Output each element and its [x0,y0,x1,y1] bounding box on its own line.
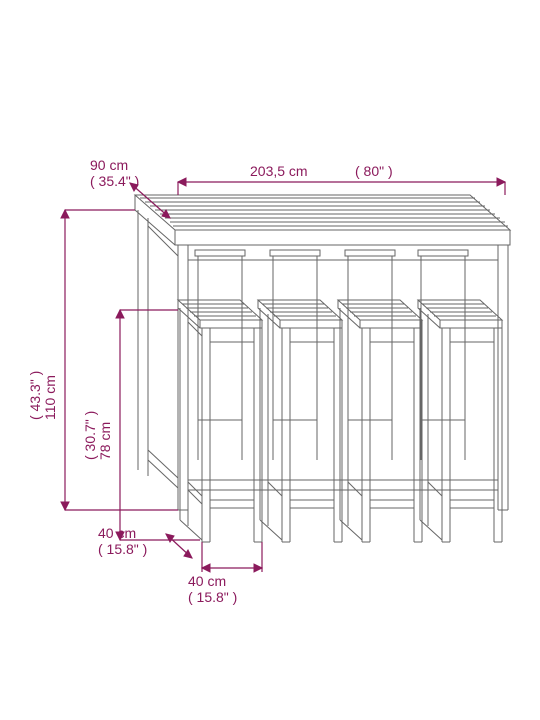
dim-stool-height-in: ( 30.7" ) [82,411,98,460]
dim-table-height-cm: 110 cm [42,375,58,420]
dim-stool-depth: 40 cm ( 15.8" ) [98,525,192,558]
stool-front-2 [258,300,342,542]
dim-table-height-in: ( 43.3" ) [27,371,43,420]
table-frame [138,210,508,510]
stool-back-4 [418,250,468,460]
dim-stool-depth-in: ( 15.8" ) [98,541,147,557]
dim-stool-height-cm: 78 cm [97,422,113,460]
dim-table-width-in: ( 80" ) [355,163,393,179]
table-top [135,195,510,245]
dim-stool-width-in: ( 15.8" ) [188,589,237,605]
stool-back-2 [270,250,320,460]
dim-stool-depth-cm: 40 cm [98,525,136,541]
furniture-drawing [135,195,510,542]
stool-front-1 [178,300,262,542]
stool-front-4 [418,300,502,542]
dim-table-depth-cm: 90 cm [90,157,128,173]
furniture-dimension-diagram: 90 cm ( 35.4" ) 203,5 cm ( 80" ) 110 cm … [0,0,540,720]
dim-table-width-cm: 203,5 cm [250,163,308,179]
dim-table-depth: 90 cm ( 35.4" ) [90,157,170,218]
dim-table-height: 110 cm ( 43.3" ) [27,210,178,510]
dim-stool-height: 78 cm ( 30.7" ) [82,310,200,540]
dim-table-width: 203,5 cm ( 80" ) [178,163,505,195]
stool-front-3 [338,300,422,542]
dim-stool-width-cm: 40 cm [188,573,226,589]
dim-stool-width: 40 cm ( 15.8" ) [188,542,262,605]
dim-table-depth-in: ( 35.4" ) [90,173,139,189]
